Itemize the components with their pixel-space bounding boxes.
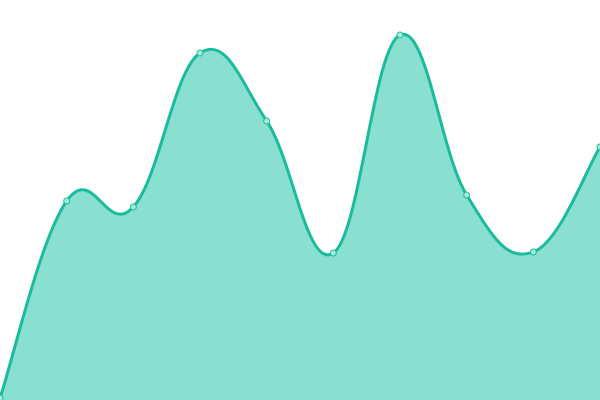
data-points [0,31,600,400]
area-fill [0,34,600,400]
data-point-4 [263,117,271,125]
data-point-7 [463,191,471,199]
data-point-8 [529,248,537,256]
series-line [0,32,600,399]
data-point-3 [196,49,204,57]
data-point-9 [596,143,600,151]
data-point-2 [129,203,137,211]
data-point-0 [0,394,4,400]
data-point-5 [329,249,337,257]
data-point-1 [63,197,71,205]
data-point-6 [396,31,404,39]
